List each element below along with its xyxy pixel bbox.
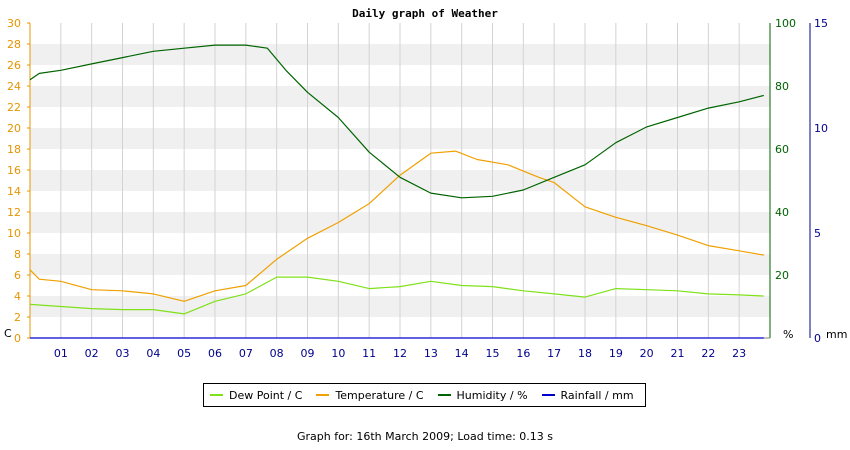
left-tick-label: 16 (7, 164, 21, 177)
right-rainfall-tick-label: 15 (814, 17, 828, 30)
right-axis-humidity-unit: % (783, 328, 793, 341)
x-tick-label: 07 (239, 347, 253, 360)
x-tick-label: 14 (455, 347, 469, 360)
legend-item-temperature: Temperature / C (316, 388, 424, 402)
left-tick-label: 20 (7, 122, 21, 135)
series-line-temperature-c (29, 150, 764, 302)
x-tick-label: 10 (331, 347, 345, 360)
x-tick-label: 08 (270, 347, 284, 360)
left-tick-label: 4 (14, 290, 21, 303)
right-rainfall-tick-label: 5 (814, 227, 821, 240)
left-axis-unit: C (4, 327, 12, 340)
legend-swatch-temperature (316, 394, 330, 396)
left-tick-label: 10 (7, 227, 21, 240)
series-line-humidity (29, 44, 764, 199)
tick-labels: 0246810121416182022242628302040608010005… (7, 17, 828, 360)
legend: Dew Point / C Temperature / C Humidity /… (203, 383, 646, 407)
x-tick-label: 22 (701, 347, 715, 360)
right-axis-rainfall-unit: mm (826, 328, 847, 341)
left-tick-label: 28 (7, 38, 21, 51)
footer-status: Graph for: 16th March 2009; Load time: 0… (296, 430, 554, 443)
left-tick-label: 24 (7, 80, 21, 93)
right-humidity-tick-label: 80 (775, 80, 789, 93)
legend-swatch-dew-point (210, 394, 223, 396)
right-humidity-tick-label: 40 (775, 206, 789, 219)
legend-item-rainfall: Rainfall / mm (541, 388, 634, 402)
series-line-dew-point-c (29, 276, 764, 315)
left-tick-label: 18 (7, 143, 21, 156)
left-tick-label: 30 (7, 17, 21, 30)
x-tick-label: 06 (208, 347, 222, 360)
right-rainfall-tick-label: 0 (814, 332, 821, 345)
x-tick-label: 09 (301, 347, 315, 360)
left-tick-label: 26 (7, 59, 21, 72)
x-tick-label: 01 (54, 347, 68, 360)
x-tick-label: 11 (362, 347, 376, 360)
left-tick-label: 0 (14, 332, 21, 345)
x-tick-label: 05 (177, 347, 191, 360)
left-tick-label: 2 (14, 311, 21, 324)
legend-item-dew-point: Dew Point / C (210, 389, 302, 402)
right-rainfall-tick-label: 10 (814, 122, 828, 135)
x-tick-label: 18 (578, 347, 592, 360)
x-tick-label: 19 (609, 347, 623, 360)
x-tick-label: 23 (732, 347, 746, 360)
right-humidity-tick-label: 60 (775, 143, 789, 156)
x-tick-label: 16 (516, 347, 530, 360)
x-tick-label: 15 (486, 347, 500, 360)
left-tick-label: 8 (14, 248, 21, 261)
left-tick-label: 6 (14, 269, 21, 282)
legend-label-rainfall: Rainfall / mm (560, 388, 634, 402)
x-tick-label: 20 (640, 347, 654, 360)
series-layer (29, 44, 764, 339)
legend-label-dew-point: Dew Point / C (229, 388, 303, 402)
legend-swatch-humidity (437, 394, 451, 396)
legend-label-humidity: Humidity / % (456, 388, 528, 402)
left-tick-label: 14 (7, 185, 21, 198)
x-tick-label: 21 (671, 347, 685, 360)
legend-item-humidity: Humidity / % (437, 388, 528, 402)
x-tick-label: 04 (146, 347, 160, 360)
legend-label-temperature: Temperature / C (335, 388, 424, 402)
x-tick-label: 03 (116, 347, 130, 360)
right-humidity-tick-label: 100 (775, 17, 796, 30)
right-humidity-tick-label: 20 (775, 269, 789, 282)
x-tick-label: 12 (393, 347, 407, 360)
x-tick-label: 17 (547, 347, 561, 360)
left-tick-label: 12 (7, 206, 21, 219)
left-tick-label: 22 (7, 101, 21, 114)
legend-swatch-rainfall (541, 394, 555, 396)
x-tick-label: 02 (85, 347, 99, 360)
x-tick-label: 13 (424, 347, 438, 360)
chart-title: Daily graph of Weather (352, 7, 498, 20)
